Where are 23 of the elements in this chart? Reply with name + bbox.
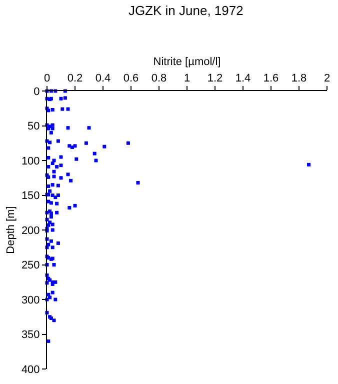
y-tick-label: 350 (21, 329, 40, 342)
x-tick-label: 0.2 (67, 72, 83, 85)
x-tick-label: 0.4 (95, 72, 111, 85)
y-tick-label: 50 (28, 120, 40, 133)
x-tick-label: 0.8 (151, 72, 167, 85)
x-tick-label: 1 (184, 72, 190, 85)
chart-title: JGZK in June, 1972 (128, 2, 244, 18)
x-axis-title: Nitrite [µmol/l] (153, 56, 221, 68)
y-tick-label: 150 (21, 190, 40, 202)
y-tick-label: 0 (34, 86, 40, 98)
y-tick-label: 300 (21, 294, 40, 306)
x-tick-label: 0.6 (123, 72, 139, 85)
x-tick-label: 1.6 (263, 72, 279, 85)
x-tick-label: 1.8 (291, 72, 307, 85)
x-tick-label: 2 (324, 72, 330, 85)
y-tick-label: 400 (21, 364, 40, 376)
y-tick-label: 100 (21, 155, 40, 168)
x-tick-label: 1.2 (207, 72, 223, 85)
x-tick-label: 0 (44, 72, 50, 85)
y-axis-title: Depth [m] (5, 206, 18, 254)
y-tick-label: 250 (21, 260, 40, 272)
y-tick-label: 200 (21, 224, 40, 237)
x-tick-label: 1.4 (235, 72, 251, 85)
